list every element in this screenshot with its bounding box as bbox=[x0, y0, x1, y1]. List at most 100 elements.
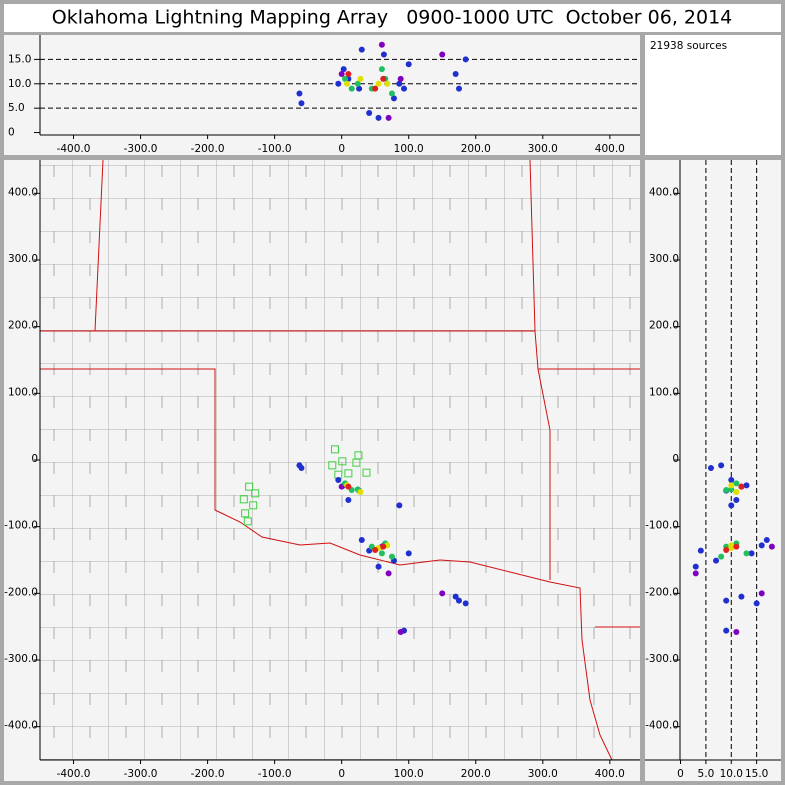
source bbox=[697, 547, 704, 554]
source bbox=[723, 487, 730, 493]
z-tick-label: 15.0 bbox=[745, 768, 768, 780]
source bbox=[455, 85, 462, 92]
x-tick-label: 300.0 bbox=[528, 768, 558, 780]
title-bar bbox=[4, 4, 781, 32]
station bbox=[362, 468, 371, 477]
source bbox=[335, 80, 342, 87]
source bbox=[718, 462, 725, 469]
x-tick-label: 100.0 bbox=[394, 143, 424, 155]
source bbox=[345, 483, 352, 490]
x-tick-label: 0 bbox=[338, 143, 345, 155]
y-tick-label: -200.0 bbox=[645, 586, 679, 598]
source bbox=[462, 56, 469, 63]
source bbox=[743, 482, 750, 489]
source bbox=[728, 542, 735, 549]
source bbox=[296, 90, 303, 97]
source bbox=[298, 465, 305, 471]
source bbox=[738, 593, 745, 600]
source bbox=[385, 570, 392, 577]
source bbox=[356, 85, 363, 92]
source bbox=[439, 51, 446, 58]
source bbox=[743, 550, 750, 557]
source bbox=[397, 75, 404, 82]
z-tick-label: 10.0 bbox=[720, 768, 743, 780]
source bbox=[366, 110, 373, 117]
z-tick-label: 0 bbox=[8, 127, 15, 139]
source bbox=[723, 547, 730, 553]
source bbox=[758, 590, 765, 597]
source bbox=[733, 480, 740, 487]
source bbox=[763, 537, 770, 543]
source bbox=[378, 550, 385, 557]
ew-panel bbox=[4, 35, 640, 155]
x-tick-label: -100.0 bbox=[258, 768, 292, 780]
station bbox=[243, 517, 252, 526]
station bbox=[241, 509, 250, 518]
y-tick-label: 0 bbox=[672, 453, 679, 465]
station bbox=[249, 501, 258, 510]
y-tick-label: 200.0 bbox=[8, 320, 38, 332]
y-tick-label: -100.0 bbox=[645, 520, 679, 532]
state-borders bbox=[40, 159, 640, 761]
source bbox=[723, 627, 730, 634]
source bbox=[378, 41, 385, 48]
source bbox=[380, 75, 387, 82]
x-tick-label: -100.0 bbox=[258, 143, 292, 155]
source bbox=[455, 597, 462, 604]
source bbox=[342, 75, 349, 82]
source bbox=[375, 563, 382, 570]
source bbox=[692, 570, 699, 577]
source bbox=[452, 593, 459, 600]
y-tick-label: -300.0 bbox=[4, 653, 38, 665]
source bbox=[388, 553, 395, 560]
z-tick-label: 0 bbox=[677, 768, 684, 780]
source bbox=[768, 543, 775, 550]
source bbox=[338, 71, 345, 78]
source bbox=[728, 477, 735, 483]
x-tick-label: 400.0 bbox=[595, 143, 625, 155]
source bbox=[462, 600, 469, 607]
source bbox=[758, 542, 765, 549]
source bbox=[354, 80, 361, 87]
source bbox=[335, 477, 342, 483]
source bbox=[358, 537, 365, 543]
y-tick-label: -400.0 bbox=[645, 720, 679, 732]
x-tick-label: -400.0 bbox=[57, 768, 91, 780]
source bbox=[748, 550, 755, 557]
station bbox=[239, 495, 248, 504]
county-lines bbox=[40, 160, 640, 760]
y-tick-label: 400.0 bbox=[649, 186, 679, 198]
x-tick-label: -200.0 bbox=[191, 768, 225, 780]
source bbox=[344, 80, 351, 87]
z-tick-label: 5.0 bbox=[698, 768, 715, 780]
z-tick-label: 5.0 bbox=[8, 102, 25, 114]
info-panel bbox=[645, 35, 781, 155]
source bbox=[707, 465, 714, 471]
y-tick-label: -100.0 bbox=[4, 520, 38, 532]
x-tick-label: -400.0 bbox=[57, 143, 91, 155]
source bbox=[692, 563, 699, 570]
source bbox=[397, 629, 404, 635]
source bbox=[345, 497, 352, 503]
chart-title: Oklahoma Lightning Mapping Array 0900-10… bbox=[52, 7, 733, 29]
y-tick-label: 300.0 bbox=[649, 253, 679, 265]
source bbox=[384, 80, 391, 87]
station bbox=[354, 451, 363, 460]
source bbox=[439, 590, 446, 597]
station bbox=[251, 489, 260, 498]
x-tick-label: -200.0 bbox=[191, 143, 225, 155]
border bbox=[40, 368, 613, 761]
source bbox=[298, 100, 305, 107]
x-tick-label: -300.0 bbox=[124, 768, 158, 780]
source bbox=[380, 543, 387, 550]
y-tick-label: -400.0 bbox=[4, 720, 38, 732]
source bbox=[385, 114, 392, 121]
station bbox=[330, 445, 339, 454]
source bbox=[348, 85, 355, 92]
source bbox=[405, 61, 412, 68]
z-tick-label: 15.0 bbox=[8, 53, 31, 65]
y-tick-label: -200.0 bbox=[4, 586, 38, 598]
source bbox=[372, 547, 379, 553]
x-tick-label: 400.0 bbox=[595, 768, 625, 780]
source bbox=[378, 66, 385, 73]
